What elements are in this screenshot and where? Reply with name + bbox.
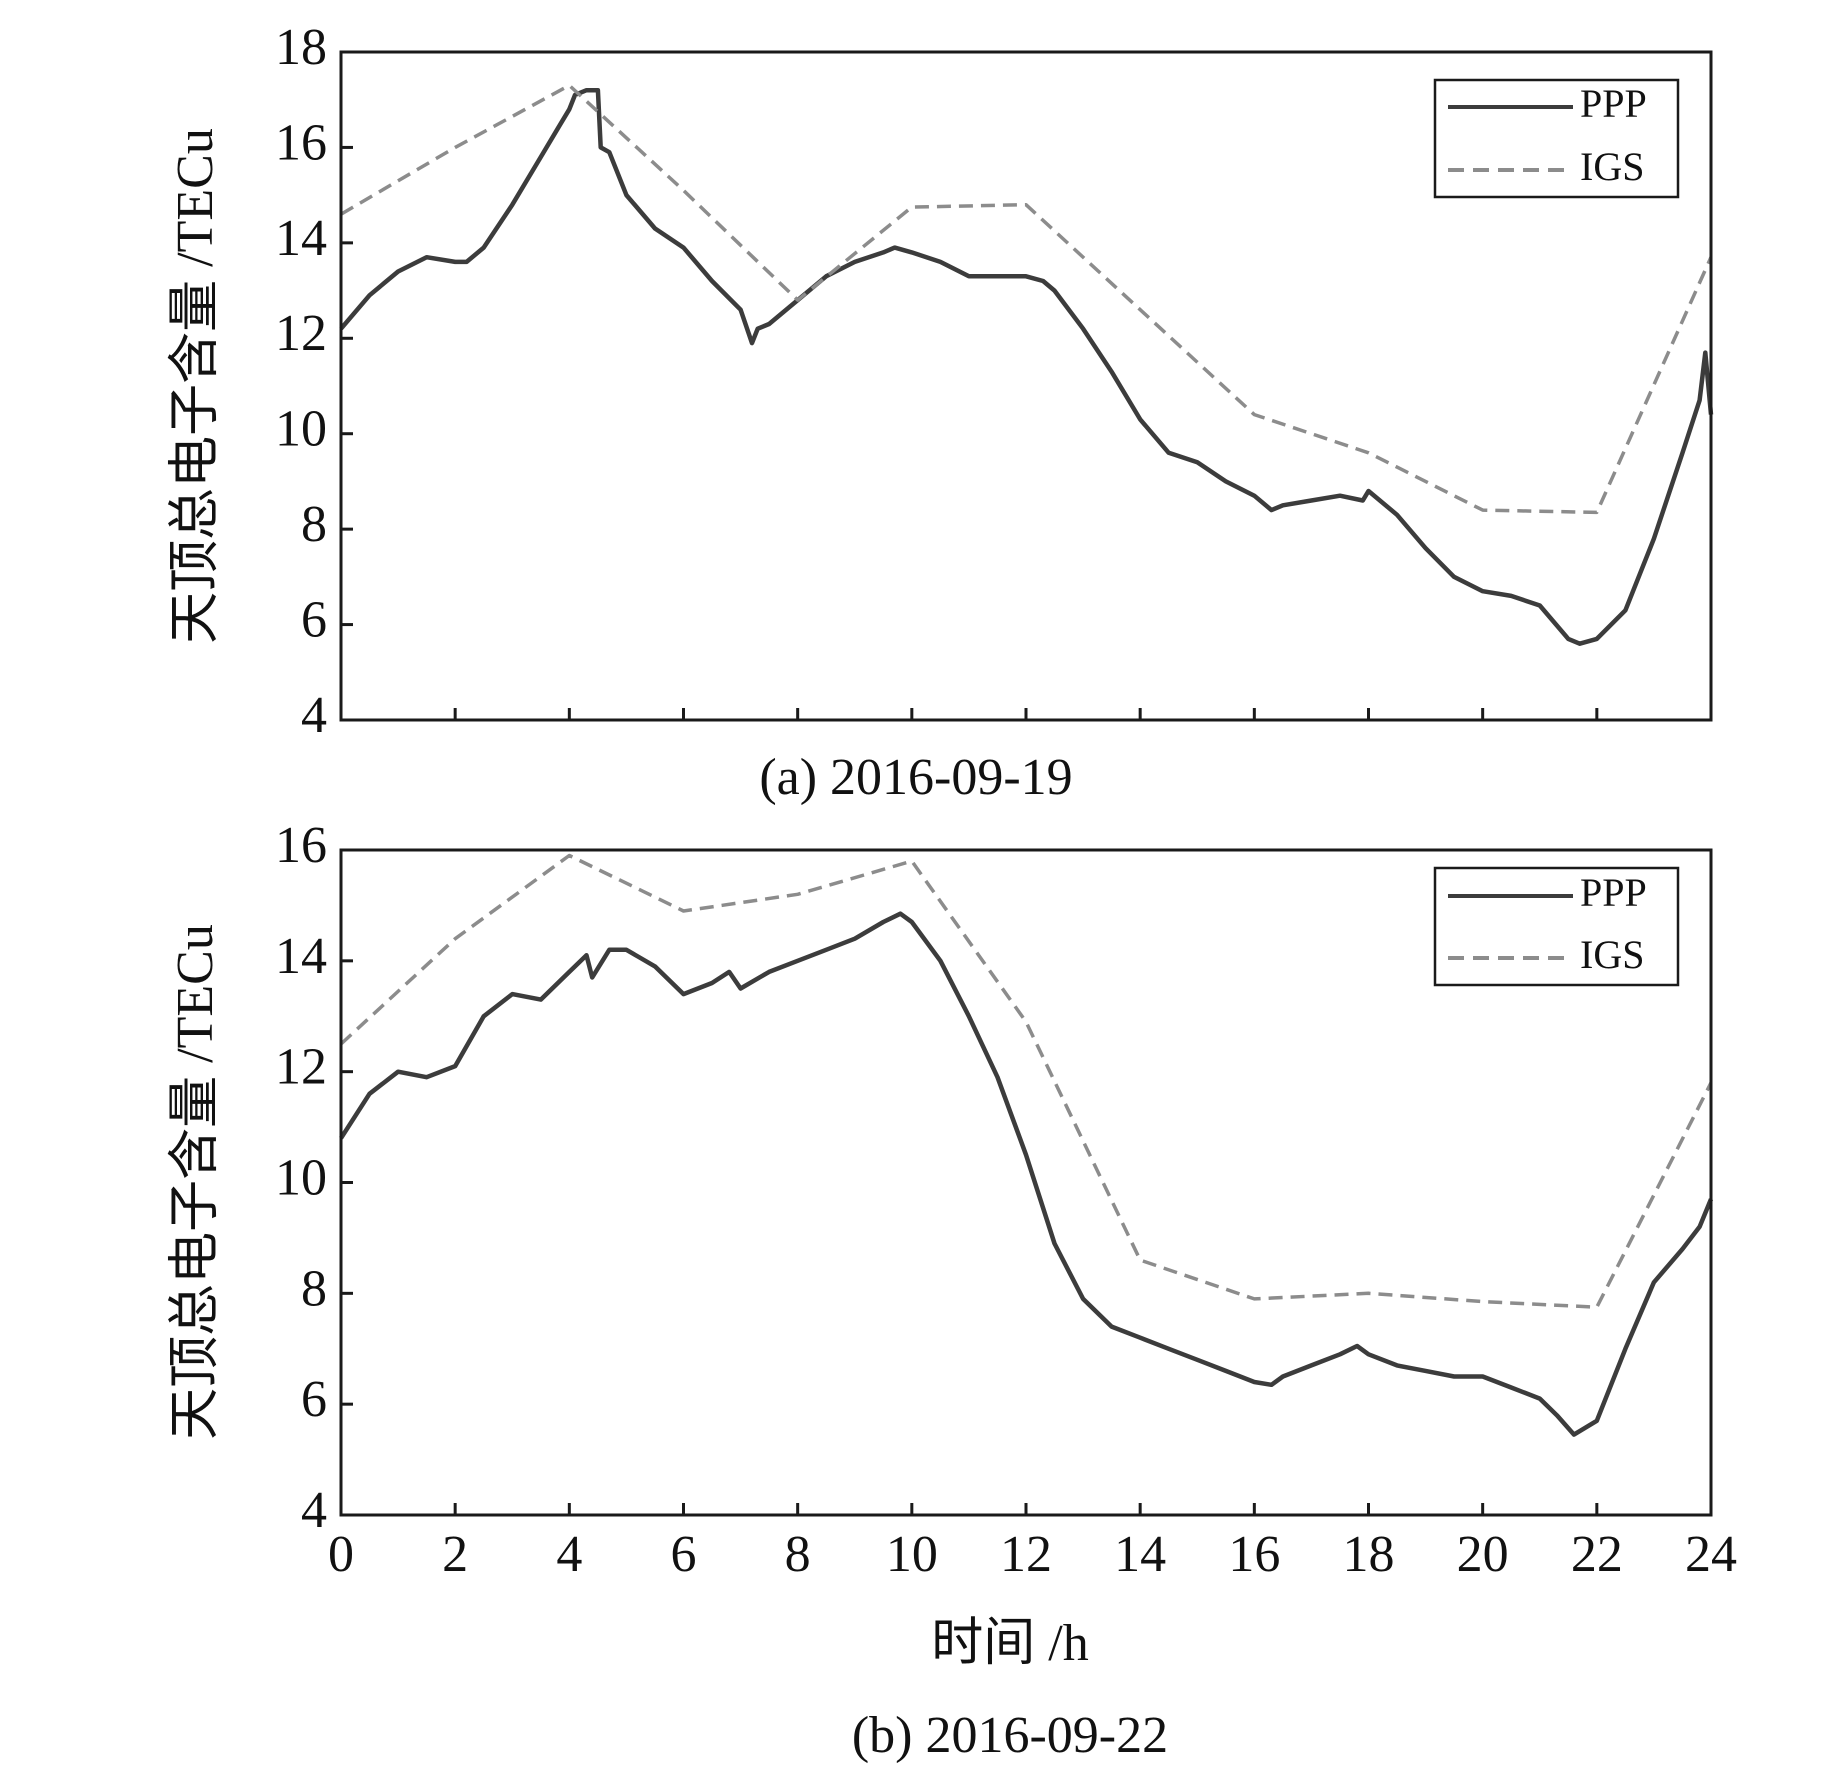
- panel-a-caption: (a) 2016-09-19: [759, 749, 1072, 806]
- panel-b-x-tick-label: 14: [1114, 1526, 1166, 1583]
- panel-a-y-tick-label: 6: [301, 592, 327, 649]
- panel-b-x-tick-label: 8: [785, 1526, 811, 1583]
- panel-a-legend-igs-label: IGS: [1580, 144, 1644, 189]
- panel-b-caption: (b) 2016-09-22: [852, 1707, 1168, 1764]
- panel-b-x-tick-label: 12: [1000, 1526, 1052, 1583]
- panel-b-y-axis: 4 6 8 10 12 14 16: [275, 817, 353, 1539]
- panel-b-legend-ppp-label: PPP: [1580, 870, 1647, 915]
- panel-b-legend-box: [1433, 866, 1680, 987]
- panel-a-legend-box: [1433, 78, 1680, 199]
- x-axis-title: 时间 /h: [931, 1615, 1088, 1672]
- panel-a-y-axis: 4 6 8 10 12 14 16 18: [275, 19, 353, 744]
- panel-b-x-tick-label: 10: [886, 1526, 938, 1583]
- panel-a-y-tick-label: 18: [275, 19, 327, 76]
- panel-a-y-axis-title: 天顶总电子含量 /TECu: [167, 128, 224, 644]
- panel-b-x-tick-label: 24: [1685, 1526, 1737, 1583]
- panel-b-x-tick-label: 20: [1457, 1526, 1509, 1583]
- panel-a-y-tick-label: 12: [275, 305, 327, 362]
- panel-b-series-ppp-line: [339, 911, 1714, 1437]
- panel-a-y-tick-label: 14: [275, 210, 327, 267]
- panel-b-x-tick-label: 4: [556, 1526, 582, 1583]
- panel-b-x-tick-label: 18: [1343, 1526, 1395, 1583]
- panel-a-series: [339, 83, 1714, 646]
- panel-b-x-tick-label: 0: [328, 1526, 354, 1583]
- panel-a-series-ppp-line: [339, 87, 1714, 646]
- panel-a: 4 6 8 10 12 14 16 18 天顶总电子含量 /TECu PPP IGS (a) …: [167, 19, 1714, 806]
- panel-b-y-tick-label: 14: [275, 928, 327, 985]
- panel-b-y-tick-label: 12: [275, 1039, 327, 1096]
- panel-b-series: [339, 853, 1714, 1437]
- panel-b-y-tick-label: 4: [301, 1482, 327, 1539]
- panel-b-series-igs-line: [339, 853, 1713, 1309]
- panel-a-y-tick-label: 4: [301, 687, 327, 744]
- panel-b-y-axis-title: 天顶总电子含量 /TECu: [167, 924, 224, 1440]
- panel-b-x-tick-label: 2: [442, 1526, 468, 1583]
- panel-b-y-tick-label: 6: [301, 1371, 327, 1428]
- panel-b-y-tick-label: 16: [275, 817, 327, 874]
- panel-b-legend: PPP IGS: [1433, 866, 1680, 987]
- panel-b-x-tick-label: 22: [1571, 1526, 1623, 1583]
- panel-a-y-tick-label: 16: [275, 114, 327, 171]
- panel-a-legend-ppp-label: PPP: [1580, 81, 1647, 126]
- panel-a-series-igs-line: [340, 83, 1713, 515]
- panel-b-x-axis: 0 2 4 6 8 10 12 14 16 18 20 22 24: [328, 1503, 1737, 1583]
- panel-b-x-tick-label: 6: [671, 1526, 697, 1583]
- panel-a-y-tick-label: 10: [275, 401, 327, 458]
- panel-b-x-tick-label: 16: [1228, 1526, 1280, 1583]
- panel-a-y-tick-label: 8: [301, 496, 327, 553]
- panel-b-legend-igs-label: IGS: [1580, 932, 1644, 977]
- panel-b-y-tick-label: 10: [275, 1149, 327, 1206]
- panel-b-y-tick-label: 8: [301, 1260, 327, 1317]
- panel-a-x-axis: [339, 708, 1713, 720]
- panel-a-legend: PPP IGS: [1433, 78, 1680, 199]
